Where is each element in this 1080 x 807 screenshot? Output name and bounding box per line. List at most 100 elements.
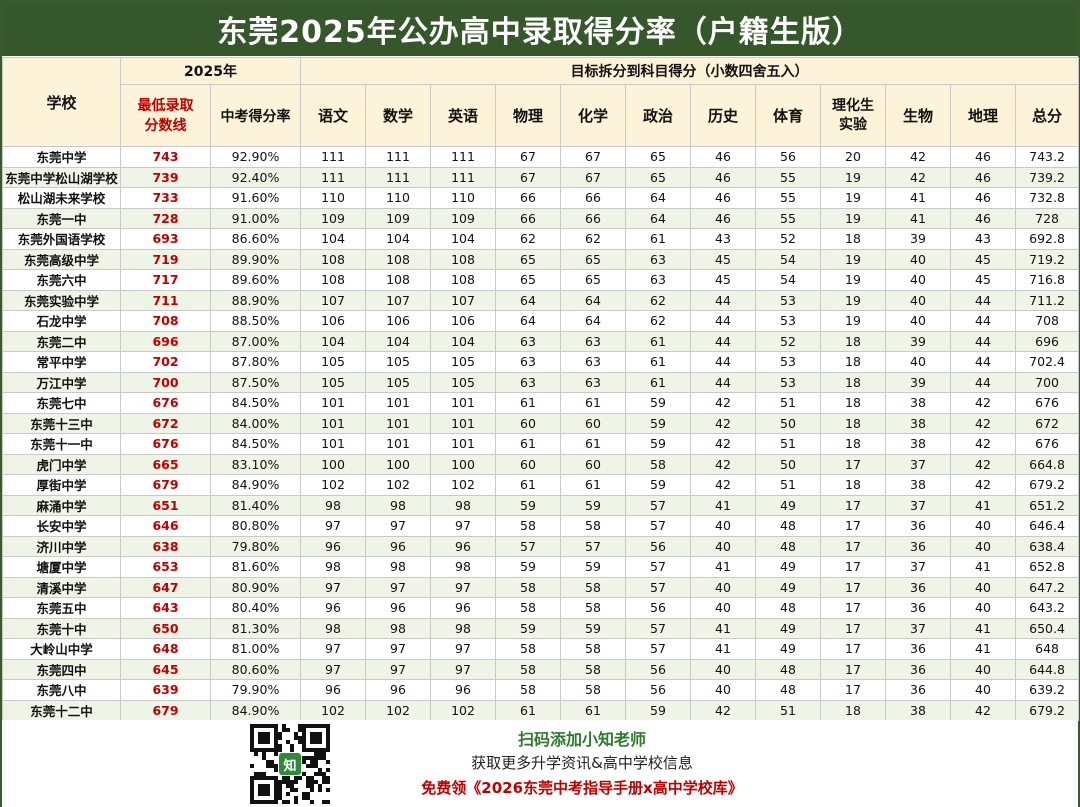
subject-score-cell: 67 — [496, 147, 561, 168]
subject-score-cell: 46 — [951, 167, 1016, 188]
subject-score-cell: 59 — [496, 557, 561, 578]
subject-score-cell: 58 — [496, 598, 561, 619]
subject-score-cell: 111 — [366, 167, 431, 188]
subject-score-cell: 46 — [691, 147, 756, 168]
subject-score-cell: 56 — [626, 680, 691, 701]
subject-score-cell: 66 — [496, 188, 561, 209]
subject-score-cell: 41 — [691, 557, 756, 578]
subject-score-cell: 61 — [626, 352, 691, 373]
subject-score-cell: 96 — [431, 598, 496, 619]
subject-score-cell: 97 — [301, 516, 366, 537]
school-name-cell: 东莞中学松山湖学校 — [3, 167, 121, 188]
subject-score-cell: 105 — [366, 352, 431, 373]
subject-score-cell: 664.8 — [1016, 454, 1079, 475]
table-row: 塘厦中学 653 81.60% 98 98 98 59 59 57 41 49 17 37 41 652.8 — [3, 557, 1079, 578]
table-row: 东莞中学松山湖学校 739 92.40% 111 111 111 67 67 65 46 55 19 4… — [3, 167, 1079, 188]
rate-cell: 89.60% — [211, 270, 301, 291]
school-name-cell: 石龙中学 — [3, 311, 121, 332]
subject-score-cell: 104 — [431, 331, 496, 352]
table-row: 常平中学 702 87.80% 105 105 105 63 63 61 44 53 18 40 44 70… — [3, 352, 1079, 373]
subject-score-cell: 59 — [626, 393, 691, 414]
subject-score-cell: 46 — [691, 208, 756, 229]
subject-score-cell: 17 — [821, 557, 886, 578]
subject-score-cell: 54 — [756, 249, 821, 270]
subject-score-cell: 59 — [496, 618, 561, 639]
subject-score-cell: 58 — [561, 639, 626, 660]
subject-score-cell: 111 — [301, 147, 366, 168]
table-row: 东莞七中 676 84.50% 101 101 101 61 61 59 42 51 18 38 42 67… — [3, 393, 1079, 414]
min-score-cell: 676 — [121, 393, 211, 414]
subject-score-cell: 52 — [756, 229, 821, 250]
subject-score-cell: 104 — [431, 229, 496, 250]
subject-score-cell: 17 — [821, 680, 886, 701]
subject-score-cell: 51 — [756, 434, 821, 455]
school-name-cell: 东莞六中 — [3, 270, 121, 291]
subject-score-cell: 110 — [431, 188, 496, 209]
subject-score-cell: 40 — [886, 249, 951, 270]
subject-score-cell: 102 — [431, 700, 496, 721]
table-row: 东莞六中 717 89.60% 108 108 108 65 65 63 45 54 19 40 45 71… — [3, 270, 1079, 291]
subject-score-cell: 19 — [821, 167, 886, 188]
subject-score-cell: 61 — [561, 700, 626, 721]
footer: 知 扫码添加小知老师 获取更多升学资讯&高中学校信息 免费领《2026东莞中考指… — [2, 720, 1078, 807]
subject-score-cell: 61 — [496, 434, 561, 455]
min-score-cell: 639 — [121, 680, 211, 701]
subject-score-cell: 38 — [886, 434, 951, 455]
subject-score-cell: 36 — [886, 598, 951, 619]
table-row: 虎门中学 665 83.10% 100 100 100 60 60 58 42 50 17 37 42 66… — [3, 454, 1079, 475]
min-score-cell: 647 — [121, 577, 211, 598]
min-score-cell: 643 — [121, 598, 211, 619]
table-row: 东莞十中 650 81.30% 98 98 98 59 59 57 41 49 17 37 41 650.4 — [3, 618, 1079, 639]
table-row: 东莞高级中学 719 89.90% 108 108 108 65 65 63 45 54 19 40 45… — [3, 249, 1079, 270]
subject-score-cell: 98 — [366, 495, 431, 516]
subject-score-cell: 108 — [431, 270, 496, 291]
subject-score-cell: 19 — [821, 188, 886, 209]
subject-score-cell: 40 — [951, 577, 1016, 598]
subject-score-cell: 53 — [756, 311, 821, 332]
header-subject: 语文 — [301, 85, 366, 147]
school-name-cell: 麻涌中学 — [3, 495, 121, 516]
subject-score-cell: 63 — [626, 249, 691, 270]
school-name-cell: 东莞一中 — [3, 208, 121, 229]
subject-score-cell: 96 — [301, 598, 366, 619]
subject-score-cell: 105 — [431, 372, 496, 393]
subject-score-cell: 101 — [366, 393, 431, 414]
subject-score-cell: 648 — [1016, 639, 1079, 660]
subject-score-cell: 60 — [561, 454, 626, 475]
subject-score-cell: 702.4 — [1016, 352, 1079, 373]
subject-score-cell: 50 — [756, 413, 821, 434]
header-subject: 历史 — [691, 85, 756, 147]
subject-score-cell: 98 — [366, 557, 431, 578]
school-name-cell: 东莞二中 — [3, 331, 121, 352]
subject-score-cell: 639.2 — [1016, 680, 1079, 701]
subject-score-cell: 44 — [691, 352, 756, 373]
subject-score-cell: 106 — [301, 311, 366, 332]
table-row: 东莞十一中 676 84.50% 101 101 101 61 61 59 42 51 18 38 42 6… — [3, 434, 1079, 455]
subject-score-cell: 42 — [691, 393, 756, 414]
subject-score-cell: 62 — [626, 290, 691, 311]
school-name-cell: 东莞外国语学校 — [3, 229, 121, 250]
subject-score-cell: 40 — [951, 680, 1016, 701]
subject-score-cell: 96 — [301, 536, 366, 557]
subject-score-cell: 49 — [756, 557, 821, 578]
min-score-cell: 693 — [121, 229, 211, 250]
school-name-cell: 东莞十二中 — [3, 700, 121, 721]
subject-score-cell: 18 — [821, 700, 886, 721]
subject-score-cell: 672 — [1016, 413, 1079, 434]
subject-score-cell: 48 — [756, 536, 821, 557]
subject-score-cell: 53 — [756, 372, 821, 393]
subject-score-cell: 40 — [951, 536, 1016, 557]
subject-score-cell: 64 — [561, 311, 626, 332]
subject-score-cell: 65 — [496, 270, 561, 291]
subject-score-cell: 647.2 — [1016, 577, 1079, 598]
subject-score-cell: 646.4 — [1016, 516, 1079, 537]
subject-score-cell: 679.2 — [1016, 475, 1079, 496]
subject-score-cell: 42 — [691, 700, 756, 721]
subject-score-cell: 57 — [626, 618, 691, 639]
subject-score-cell: 61 — [561, 475, 626, 496]
subject-score-cell: 56 — [626, 536, 691, 557]
subject-score-cell: 700 — [1016, 372, 1079, 393]
subject-score-cell: 66 — [496, 208, 561, 229]
rate-cell: 88.90% — [211, 290, 301, 311]
subject-score-cell: 111 — [431, 147, 496, 168]
